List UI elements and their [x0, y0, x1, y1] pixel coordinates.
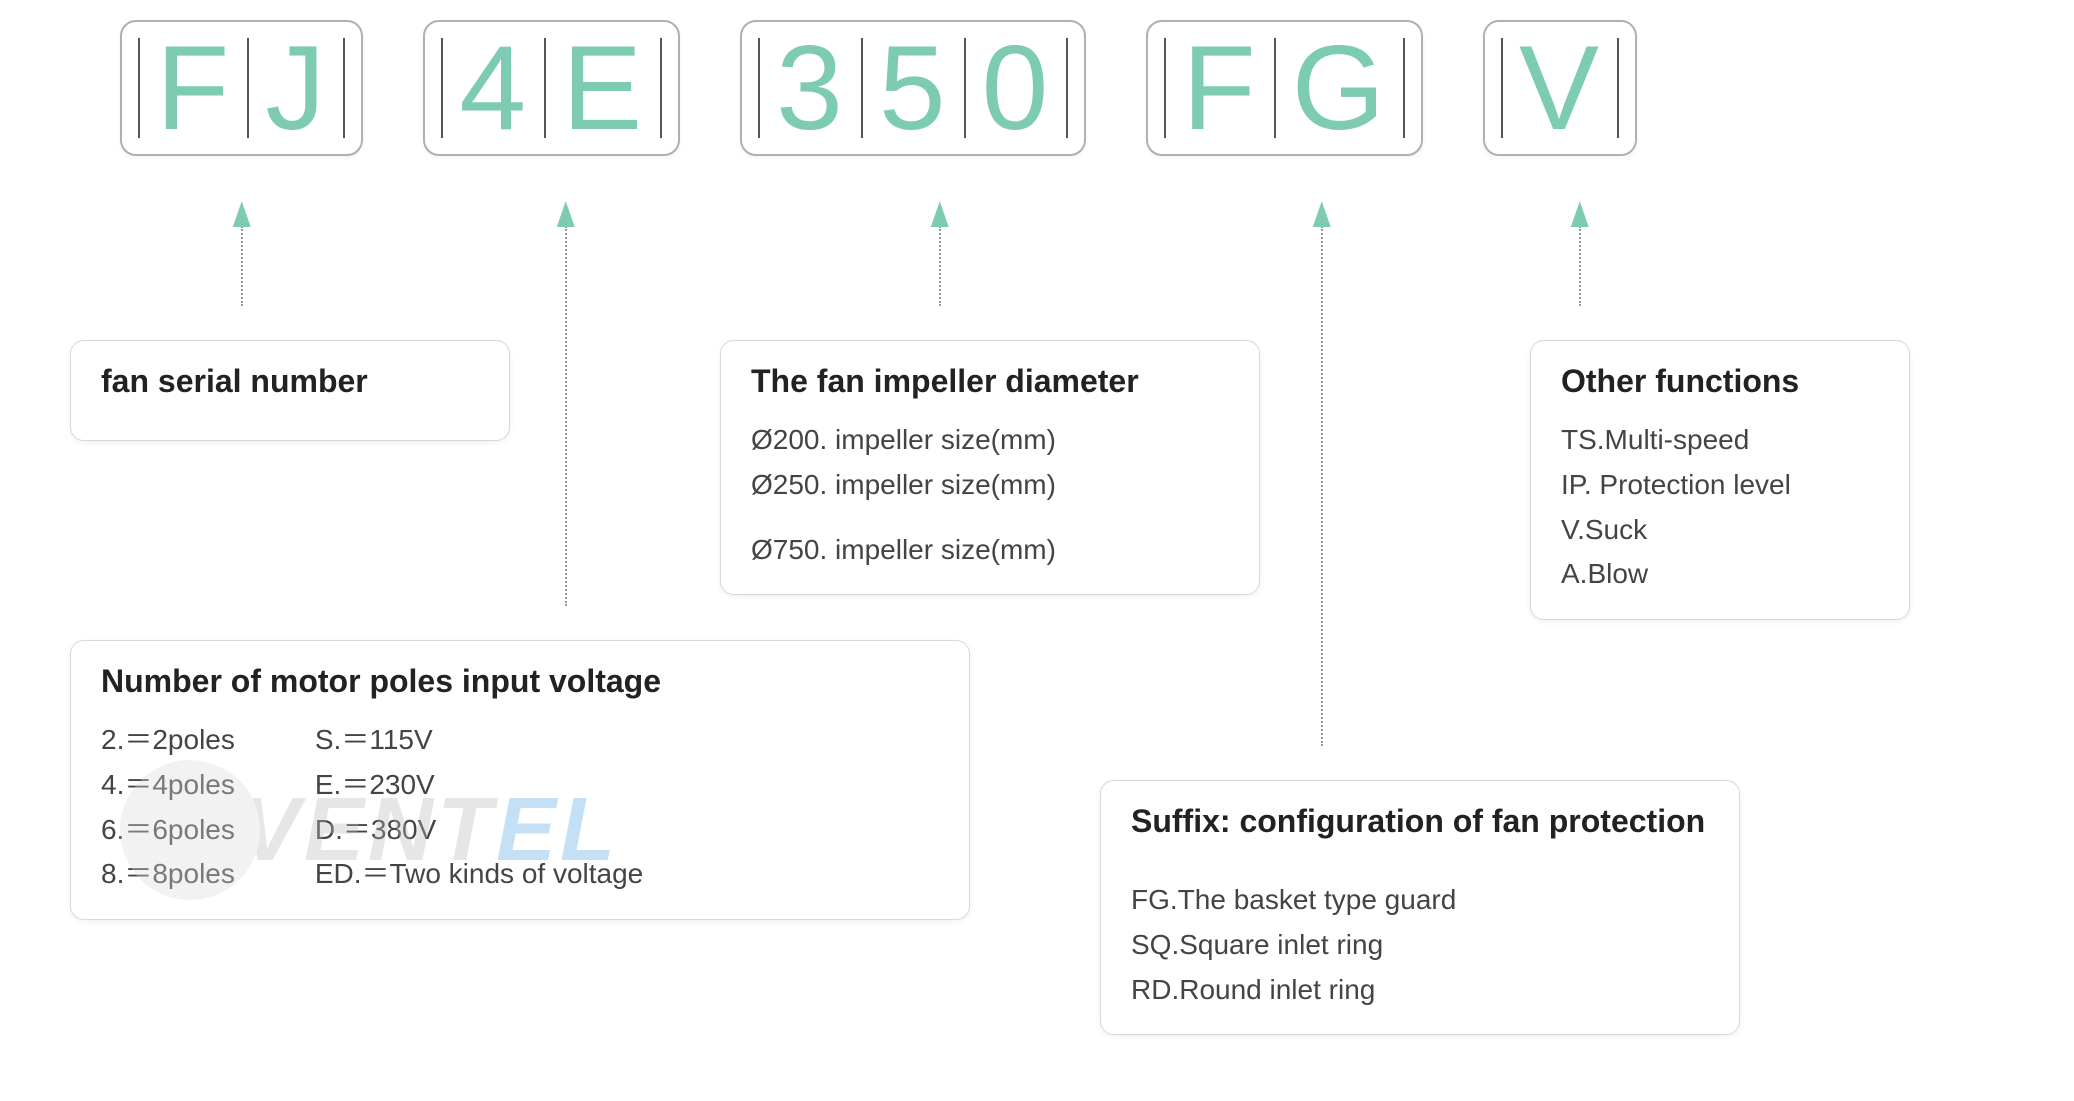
arrow-diameter: ▲	[918, 200, 962, 306]
code-block-suffix: FG	[1146, 20, 1423, 156]
desc-line: SQ.Square inlet ring	[1131, 923, 1709, 968]
box-title: Number of motor poles input voltage	[101, 663, 939, 700]
desc-line: 6.＝6poles	[101, 808, 235, 853]
arrow-serial: ▲	[220, 200, 264, 306]
code-char: E	[548, 28, 658, 148]
box-suffix-protection: Suffix: configuration of fan protection …	[1100, 780, 1740, 1035]
code-char: 3	[762, 28, 859, 148]
box-motor-poles-voltage: Number of motor poles input voltage 2.＝2…	[70, 640, 970, 920]
arrow-suffix: ▲	[1300, 200, 1344, 746]
desc-line: RD.Round inlet ring	[1131, 968, 1709, 1013]
box-title: Suffix: configuration of fan protection	[1131, 803, 1709, 840]
chevron-up-icon: ▲	[1307, 200, 1337, 226]
code-char: 0	[968, 28, 1065, 148]
code-block-diameter: 350	[740, 20, 1086, 156]
voltage-column: S.＝115VE.＝230VD.＝380VED.＝Two kinds of vo…	[315, 718, 643, 897]
code-blocks-row: FJ4E350FGV	[0, 20, 2074, 156]
desc-line: 4.＝4poles	[101, 763, 235, 808]
desc-line: Ø250. impeller size(mm)	[751, 463, 1229, 508]
code-char: F	[142, 28, 245, 148]
desc-line: TS.Multi-speed	[1561, 418, 1879, 463]
desc-line: Ø750. impeller size(mm)	[751, 528, 1229, 573]
box-title: The fan impeller diameter	[751, 363, 1229, 400]
desc-line: E.＝230V	[315, 763, 643, 808]
chevron-up-icon: ▲	[925, 200, 955, 226]
box-body: TS.Multi-speedIP. Protection levelV.Suck…	[1561, 418, 1879, 597]
desc-line	[751, 508, 1229, 528]
code-char: 4	[445, 28, 542, 148]
desc-line: ED.＝Two kinds of voltage	[315, 852, 643, 897]
box-impeller-diameter: The fan impeller diameter Ø200. impeller…	[720, 340, 1260, 595]
code-block-other: V	[1483, 20, 1637, 156]
desc-line: D.＝380V	[315, 808, 643, 853]
desc-line: IP. Protection level	[1561, 463, 1879, 508]
desc-line: 2.＝2poles	[101, 718, 235, 763]
desc-line: A.Blow	[1561, 552, 1879, 597]
box-body: 2.＝2poles4.＝4poles6.＝6poles8.＝8poles S.＝…	[101, 718, 939, 897]
chevron-up-icon: ▲	[227, 200, 257, 226]
code-char: J	[251, 28, 341, 148]
code-char: G	[1278, 28, 1401, 148]
poles-column: 2.＝2poles4.＝4poles6.＝6poles8.＝8poles	[101, 718, 235, 897]
code-char: 5	[865, 28, 962, 148]
desc-line: 8.＝8poles	[101, 852, 235, 897]
box-title: fan serial number	[101, 363, 479, 400]
code-block-poles: 4E	[423, 20, 680, 156]
code-char: F	[1168, 28, 1271, 148]
code-block-serial: FJ	[120, 20, 363, 156]
desc-line	[1131, 858, 1709, 878]
code-char: V	[1505, 28, 1615, 148]
box-title: Other functions	[1561, 363, 1879, 400]
box-other-functions: Other functions TS.Multi-speedIP. Protec…	[1530, 340, 1910, 620]
chevron-up-icon: ▲	[1565, 200, 1595, 226]
box-fan-serial-number: fan serial number	[70, 340, 510, 441]
chevron-up-icon: ▲	[551, 200, 581, 226]
desc-line: FG.The basket type guard	[1131, 878, 1709, 923]
arrow-other: ▲	[1558, 200, 1602, 306]
desc-line: V.Suck	[1561, 508, 1879, 553]
box-body: FG.The basket type guardSQ.Square inlet …	[1131, 858, 1709, 1012]
desc-line: Ø200. impeller size(mm)	[751, 418, 1229, 463]
arrow-poles: ▲	[544, 200, 588, 606]
desc-line: S.＝115V	[315, 718, 643, 763]
box-body: Ø200. impeller size(mm)Ø250. impeller si…	[751, 418, 1229, 572]
